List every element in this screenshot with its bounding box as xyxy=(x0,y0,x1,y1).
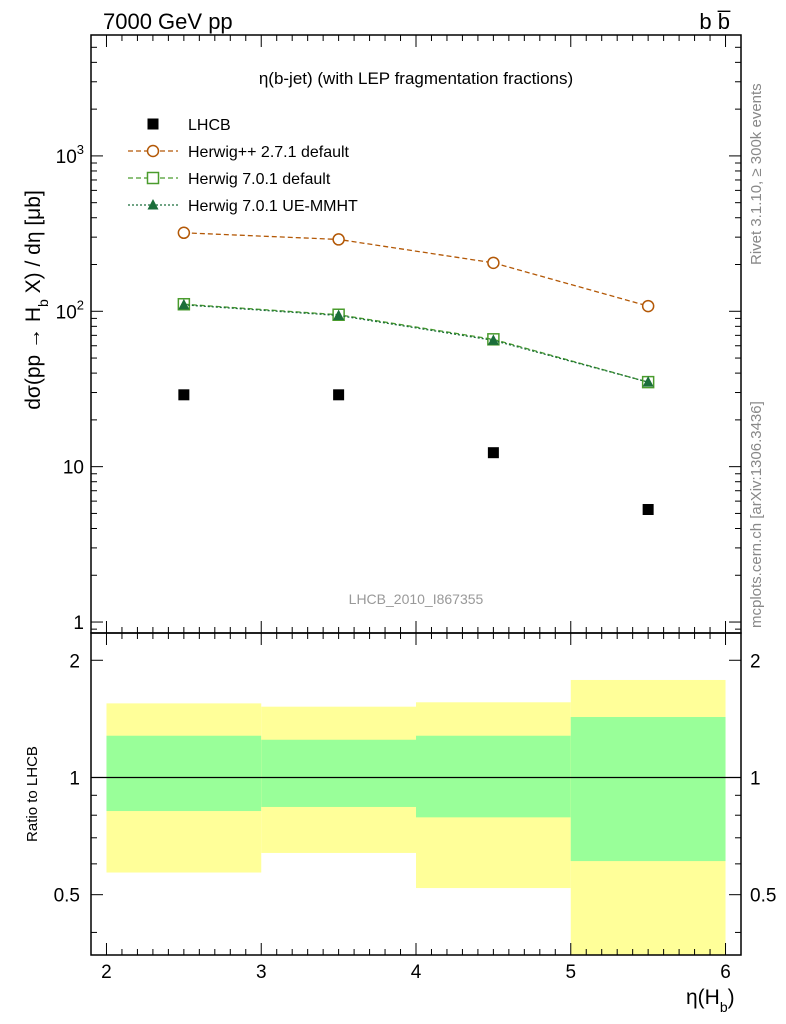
data-point xyxy=(332,233,345,246)
analysis-watermark: LHCB_2010_I867355 xyxy=(349,591,484,607)
data-point xyxy=(487,447,499,459)
ratio-plot-panel: 0.5 0.5 1 1 2 2 2 3 4 5 6 Ratio to LHCB η(Hb) xyxy=(24,632,777,1015)
data-point xyxy=(641,299,655,313)
series-line xyxy=(183,304,649,383)
series-line xyxy=(183,232,649,307)
data-point xyxy=(333,309,345,320)
x-tick-label: 6 xyxy=(720,962,731,983)
legend-marker xyxy=(146,171,160,185)
ratio-y-tick-label-left: 1 xyxy=(69,768,80,789)
ratio-band-inner xyxy=(261,739,416,807)
ratio-data-layer xyxy=(91,679,741,955)
main-data-layer xyxy=(177,226,655,515)
x-tick-label: 4 xyxy=(411,962,422,983)
data-point xyxy=(178,389,190,401)
y-tick-label-exponent: 3 xyxy=(77,142,84,157)
data-point xyxy=(177,226,191,240)
y-tick-label: 102 xyxy=(56,297,84,323)
data-point xyxy=(642,376,654,387)
header-left: 7000 GeV pp xyxy=(103,9,233,34)
ratio-band-inner xyxy=(570,716,726,862)
ratio-band-inner xyxy=(106,735,262,812)
rivet-version-label: Rivet 3.1.10, ≥ 300k events xyxy=(748,83,765,265)
x-label-part-b: ) xyxy=(728,986,735,1009)
x-axis-label: η(Hb) xyxy=(686,986,735,1015)
y-label-part-b: X) / dη [μb] xyxy=(22,190,45,299)
legend-label: Herwig 7.0.1 default xyxy=(188,171,331,188)
main-axis-ticks xyxy=(90,34,742,633)
x-tick-label: 3 xyxy=(256,962,267,983)
data-point xyxy=(178,298,190,310)
ratio-y-tick-label-left: 0.5 xyxy=(54,886,80,907)
ratio-y-axis-label: Ratio to LHCB xyxy=(24,746,41,842)
x-label-subscript: b xyxy=(720,999,728,1015)
y-tick-label-base: 10 xyxy=(56,302,77,323)
ratio-y-tick-labels: 0.5 0.5 1 1 2 2 xyxy=(54,651,777,906)
header-right: b b̅ xyxy=(699,9,731,34)
ratio-axis-ticks xyxy=(90,633,742,955)
x-label-part-a: η(H xyxy=(686,986,720,1009)
legend-marker xyxy=(147,118,159,130)
data-point xyxy=(487,256,500,270)
legend-marker xyxy=(147,199,159,210)
data-point xyxy=(333,389,345,401)
legend-label: Herwig 7.0.1 UE-MMHT xyxy=(188,198,358,215)
ratio-y-tick-label-right: 0.5 xyxy=(750,886,776,907)
y-tick-label: 10 xyxy=(63,458,84,479)
x-tick-label: 5 xyxy=(565,962,576,983)
data-point xyxy=(487,334,499,345)
legend-label: LHCB xyxy=(188,117,231,134)
y-label-part-a: dσ(pp → H xyxy=(22,307,45,410)
y-tick-label: 103 xyxy=(56,142,84,168)
mcplots-reference-label: mcplots.cern.ch [arXiv:1306.3436] xyxy=(748,401,765,628)
series-line xyxy=(183,303,649,383)
data-point xyxy=(177,297,191,311)
data-point xyxy=(642,503,654,515)
x-tick-labels: 2 3 4 5 6 xyxy=(101,962,731,983)
legend-label: Herwig++ 2.7.1 default xyxy=(188,144,350,161)
legend: LHCB Herwig++ 2.7.1 default Herwig 7.0.1 d… xyxy=(128,117,358,215)
main-chart-title: η(b-jet) (with LEP fragmentation fractio… xyxy=(259,69,573,88)
legend-marker xyxy=(146,144,160,158)
ratio-y-tick-label-right: 1 xyxy=(750,768,761,789)
y-label-subscript: b xyxy=(35,299,51,307)
x-tick-label: 2 xyxy=(101,962,112,983)
main-y-axis-label: dσ(pp → Hb X) / dη [μb] xyxy=(22,190,51,410)
y-tick-label: 1 xyxy=(73,613,84,634)
ratio-y-tick-label-right: 2 xyxy=(750,651,761,672)
ratio-band-inner xyxy=(416,735,571,818)
ratio-y-tick-label-left: 2 xyxy=(69,651,80,672)
y-tick-label-exponent: 2 xyxy=(77,297,84,312)
y-tick-label-base: 10 xyxy=(56,147,77,168)
